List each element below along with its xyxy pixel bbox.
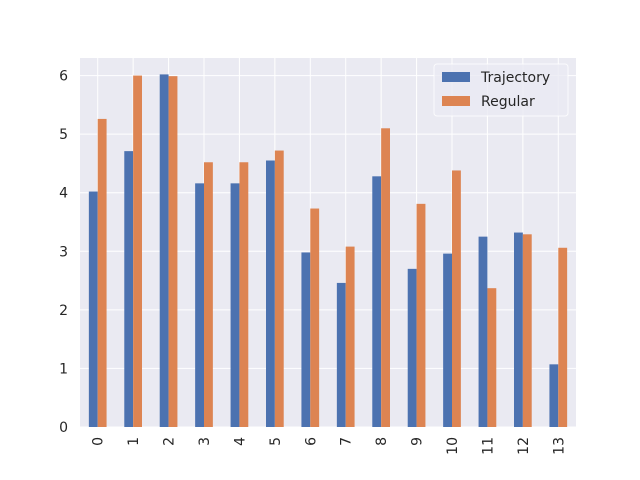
bar-regular-8 xyxy=(381,128,390,428)
bar-regular-4 xyxy=(239,162,249,427)
bar-trajectory-3 xyxy=(195,183,204,427)
bar-regular-7 xyxy=(345,246,355,427)
bar-trajectory-9 xyxy=(407,268,417,427)
bar-trajectory-8 xyxy=(372,176,382,427)
bar-regular-13 xyxy=(558,247,568,427)
bar-trajectory-6 xyxy=(301,252,311,427)
legend-swatch-trajectory xyxy=(442,72,470,82)
bar-trajectory-4 xyxy=(230,183,240,427)
bars xyxy=(88,74,568,428)
bar-regular-9 xyxy=(416,203,426,427)
x-tick-label: 5 xyxy=(268,437,284,446)
x-tick-label: 4 xyxy=(232,437,248,446)
bar-regular-2 xyxy=(168,76,178,428)
y-tick-label: 1 xyxy=(59,361,68,377)
legend-label-trajectory: Trajectory xyxy=(480,70,550,86)
x-tick-label: 0 xyxy=(91,437,107,446)
y-tick-label: 5 xyxy=(59,127,68,143)
x-tick-label: 11 xyxy=(480,437,496,455)
bar-regular-10 xyxy=(452,170,461,427)
bar-trajectory-1 xyxy=(124,151,134,427)
legend-label-regular: Regular xyxy=(481,94,535,110)
x-axis-tick-labels: 0 1 2 3 4 5 6 7 8 9 10 11 12 13 xyxy=(91,437,568,455)
x-tick-label: 8 xyxy=(374,437,390,446)
bar-trajectory-2 xyxy=(159,74,169,428)
bar-trajectory-7 xyxy=(336,282,346,427)
x-tick-label: 13 xyxy=(551,437,567,455)
x-tick-label: 9 xyxy=(410,437,426,446)
bar-trajectory-13 xyxy=(549,364,559,427)
y-tick-label: 2 xyxy=(59,303,68,319)
bar-regular-11 xyxy=(487,288,497,427)
bar-regular-6 xyxy=(310,208,320,427)
bar-trajectory-11 xyxy=(478,236,488,427)
y-tick-label: 0 xyxy=(59,420,68,436)
bar-regular-3 xyxy=(204,162,213,427)
y-tick-label: 4 xyxy=(59,186,68,202)
x-tick-label: 7 xyxy=(339,437,355,446)
bar-trajectory-12 xyxy=(514,232,523,427)
y-tick-label: 6 xyxy=(59,69,68,85)
bar-regular-5 xyxy=(274,150,284,428)
legend-swatch-regular xyxy=(442,96,470,106)
y-axis-tick-labels: 0 1 2 3 4 5 6 xyxy=(59,69,68,436)
bar-trajectory-0 xyxy=(88,191,98,427)
legend: Trajectory Regular xyxy=(433,63,569,117)
bar-regular-0 xyxy=(97,118,107,428)
bar-trajectory-5 xyxy=(266,160,275,427)
x-tick-label: 2 xyxy=(162,437,178,446)
bar-trajectory-10 xyxy=(443,253,452,427)
bar-regular-1 xyxy=(133,75,142,428)
x-tick-label: 10 xyxy=(445,437,461,455)
x-tick-label: 3 xyxy=(197,437,213,446)
bar-regular-12 xyxy=(522,234,532,427)
x-tick-label: 6 xyxy=(303,437,319,446)
y-tick-label: 3 xyxy=(59,244,68,260)
x-tick-label: 12 xyxy=(516,437,532,455)
x-tick-label: 1 xyxy=(126,437,142,446)
